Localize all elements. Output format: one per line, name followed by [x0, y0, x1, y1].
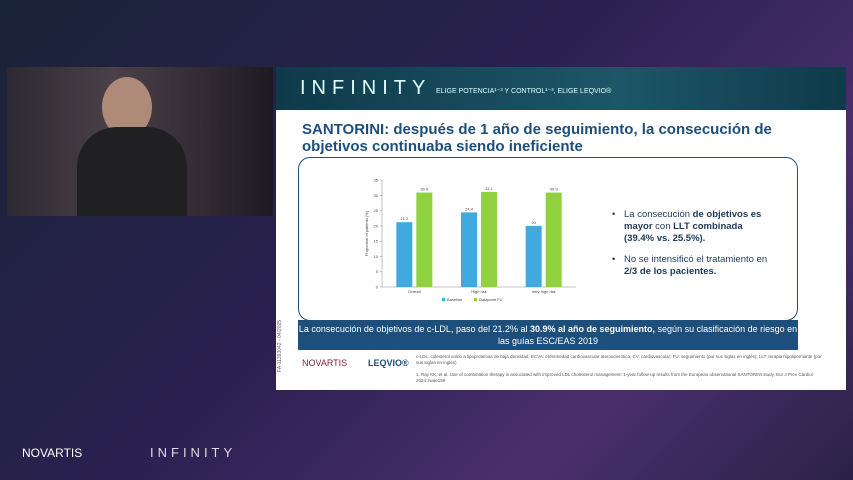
x-tick-label: Very high risk: [532, 289, 556, 294]
legend-swatch: [474, 298, 477, 301]
y-tick-label: 20: [374, 223, 379, 228]
bullet: • No se intensificó el tratamiento en 2/3…: [612, 254, 772, 278]
bar: [525, 225, 542, 287]
bullet-list: • La consecución de objetivos es mayor co…: [612, 209, 772, 287]
text-segment: según su clasificación de riesgo en las …: [497, 324, 798, 346]
y-tick-label: 15: [374, 239, 379, 244]
y-tick-label: 25: [374, 208, 379, 213]
summary-banner: La consecución de objetivos de c-LDL, pa…: [298, 320, 798, 350]
bar: [396, 222, 413, 287]
slide-code: FA-11393042 - 04/2025: [277, 319, 284, 373]
logo-leqvio: LEQVIO®: [368, 358, 409, 368]
text-segment: de objetivos es mayor: [624, 209, 762, 232]
legend-label: Datapoint FU: [479, 297, 503, 302]
bullet: • La consecución de objetivos es mayor co…: [612, 209, 772, 245]
value-label: 31.1: [485, 186, 494, 191]
slide: INFINITY ELIGE POTENCIA¹⁻³ Y CONTROL¹⁻³,…: [276, 67, 846, 390]
speaker-body: [77, 127, 187, 216]
value-label: 30.9: [550, 187, 559, 192]
value-label: 24.4: [465, 206, 474, 211]
header-brand: INFINITY: [300, 77, 432, 99]
chart: Proportion of patients (%) 0 5 10 15 20 25 30 35…: [364, 178, 576, 302]
text-segment: LLT combinada (39.4% vs. 25.5%).: [624, 221, 743, 244]
text-segment: 2/3 de los pacientes.: [624, 266, 717, 277]
legend-label: Baseline: [447, 297, 463, 302]
legend-swatch: [442, 298, 445, 301]
value-label: 30.9: [420, 187, 429, 192]
y-tick-label: 5: [376, 269, 379, 274]
footer-infinity: INFINITY: [150, 445, 237, 460]
x-tick-label: Overall: [408, 289, 421, 294]
bar: [481, 191, 497, 287]
x-tick-label: High risk: [471, 289, 487, 294]
bullet-dot: •: [612, 254, 616, 265]
footer-novartis: NOVARTIS: [22, 446, 83, 460]
text-segment: La consecución: [624, 209, 693, 220]
y-tick-label: 35: [374, 178, 379, 183]
bar: [416, 192, 433, 287]
y-tick-label: 0: [376, 285, 379, 290]
slide-title: SANTORINI: después de 1 año de seguimien…: [302, 121, 772, 155]
reference: 1. Ray KK, et al. Use of combination the…: [416, 372, 813, 383]
bullet-dot: •: [612, 209, 616, 220]
video-feed: [7, 67, 273, 216]
text-segment: No se intensificó el tratamiento en: [624, 254, 768, 265]
header-tagline: ELIGE POTENCIA¹⁻³ Y CONTROL¹⁻³, ELIGE LE…: [436, 88, 612, 95]
value-label: 20: [531, 220, 536, 225]
bar: [461, 212, 477, 287]
slide-header: INFINITY ELIGE POTENCIA¹⁻³ Y CONTROL¹⁻³,…: [276, 67, 846, 110]
y-axis-label: Proportion of patients (%): [364, 210, 369, 256]
y-tick-label: 10: [374, 254, 379, 259]
text-segment: 30.9% al año de seguimiento,: [530, 324, 656, 334]
bar: [545, 192, 562, 287]
logo-novartis: NOVARTIS: [302, 358, 348, 368]
text-segment: con: [652, 221, 674, 232]
value-label: 21.2: [400, 216, 409, 221]
y-tick-label: 30: [374, 193, 379, 198]
footnote: c-LDL: colesterol unido a lipoproteínas …: [416, 354, 822, 365]
text-segment: La consecución de objetivos de c-LDL, pa…: [298, 324, 530, 334]
